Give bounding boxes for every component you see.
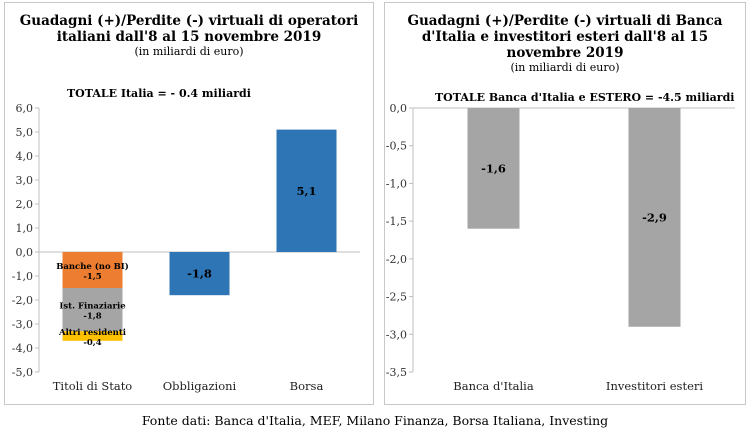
chart-panel-foreign: Guadagni (+)/Perdite (-) virtuali di Ban… [384,2,746,405]
y-tick-label: -1,0 [386,177,407,190]
y-tick-label: 5,0 [16,126,34,139]
y-tick-label: -1,5 [386,215,407,228]
y-tick-label: -4,0 [12,342,33,355]
bar-segment [62,331,123,341]
segment-value-label: -1,5 [83,272,101,282]
total-annotation: TOTALE Italia = - 0.4 miliardi [67,87,251,100]
chart-title-line2: italiani dall'8 al 15 novembre 2019 [56,29,322,45]
chart-subtitle: (in miliardi di euro) [134,45,244,58]
category-label: Borsa [290,379,324,393]
bar-value-label: 5,1 [296,184,316,198]
y-tick-label: -2,5 [386,291,407,304]
category-label: Banca d'Italia [453,379,534,393]
y-tick-label: 1,0 [16,222,34,235]
y-tick-label: -0,5 [386,140,407,153]
y-tick-label: -2,0 [12,294,33,307]
bar-segment [62,252,123,288]
y-tick-label: -2,0 [386,253,407,266]
bar-value-label: -2,9 [642,210,667,224]
chart-subtitle: (in miliardi di euro) [510,61,620,74]
chart-title-line1: Guadagni (+)/Perdite (-) virtuali di ope… [19,13,359,29]
chart-title-line3: novembre 2019 [506,45,624,61]
bar-value-label: -1,8 [187,267,212,281]
bar-segment [62,288,123,332]
segment-value-label: -0,4 [83,338,101,348]
category-label: Titoli di Stato [53,379,133,393]
segment-label: Banche (no BI) [56,261,129,272]
y-tick-label: -5,0 [12,366,33,379]
category-label: Investitori esteri [606,379,703,393]
segment-value-label: -1,8 [83,312,101,322]
data-source-note: Fonte dati: Banca d'Italia, MEF, Milano … [141,413,609,428]
total-annotation: TOTALE Banca d'Italia e ESTERO = -4.5 mi… [435,91,735,104]
category-label: Obbligazioni [163,379,237,393]
segment-label: Ist. Finaziarie [59,302,126,312]
bar-chart-foreign: 0,0 -0,5 -1,0 -1,5 -2,0 -2,5 -3,0 -3,5 -1,6 Banca… [386,102,735,393]
bar-value-label: -1,6 [481,161,506,175]
y-tick-label: 3,0 [16,174,34,187]
y-tick-label: 4,0 [16,150,34,163]
y-tick-label: -3,0 [12,318,33,331]
bar [467,108,520,229]
y-tick-label: 6,0 [16,102,34,115]
y-tick-label: -1,0 [12,270,33,283]
bar [628,108,681,327]
bar [169,252,230,296]
y-tick-label: 0,0 [16,246,34,259]
chart-title-line2: d'Italia e investitori esteri dall'8 al … [421,29,709,45]
chart-title-line1: Guadagni (+)/Perdite (-) virtuali di Ban… [407,13,723,29]
bar [276,129,337,252]
chart-panel-italy: Guadagni (+)/Perdite (-) virtuali di ope… [4,2,374,405]
y-tick-label: -3,0 [386,328,407,341]
segment-label: Altri residenti [58,328,127,338]
y-tick-label: -3,5 [386,366,407,379]
y-tick-label: 2,0 [16,198,34,211]
bar-chart-italy: 6,0 5,0 4,0 3,0 2,0 1,0 0,0 -1,0 -2,0 -3,0 -4,0 -5,… [12,102,360,393]
y-tick-label: 0,0 [390,102,408,115]
